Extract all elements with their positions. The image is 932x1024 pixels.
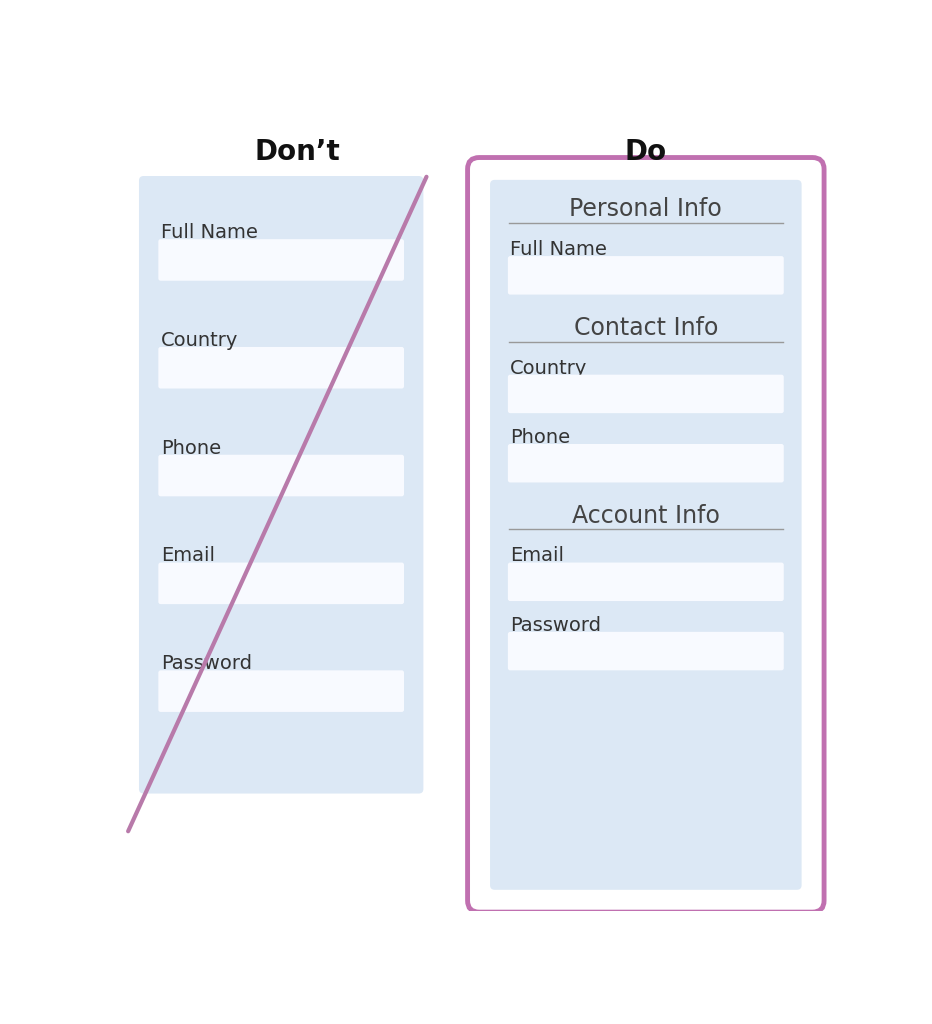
- FancyBboxPatch shape: [158, 347, 404, 388]
- Text: Country: Country: [160, 331, 238, 350]
- Text: Password: Password: [160, 654, 252, 673]
- Text: Personal Info: Personal Info: [569, 197, 722, 221]
- FancyBboxPatch shape: [508, 375, 784, 413]
- Text: Full Name: Full Name: [510, 240, 607, 259]
- Text: Contact Info: Contact Info: [573, 315, 718, 340]
- FancyBboxPatch shape: [508, 256, 784, 295]
- FancyBboxPatch shape: [490, 180, 802, 890]
- FancyBboxPatch shape: [158, 455, 404, 497]
- Text: Password: Password: [510, 615, 601, 635]
- Text: Phone: Phone: [160, 438, 221, 458]
- FancyBboxPatch shape: [508, 632, 784, 671]
- Text: Don’t: Don’t: [254, 138, 340, 166]
- FancyBboxPatch shape: [139, 176, 423, 794]
- Text: Phone: Phone: [510, 428, 570, 446]
- FancyBboxPatch shape: [158, 562, 404, 604]
- FancyBboxPatch shape: [158, 671, 404, 712]
- FancyBboxPatch shape: [508, 562, 784, 601]
- Text: Do: Do: [624, 138, 667, 166]
- Text: Email: Email: [510, 547, 564, 565]
- Text: Email: Email: [160, 547, 214, 565]
- Text: Account Info: Account Info: [572, 504, 720, 527]
- Text: Full Name: Full Name: [160, 223, 257, 242]
- Text: Country: Country: [510, 358, 587, 378]
- FancyBboxPatch shape: [508, 444, 784, 482]
- FancyBboxPatch shape: [158, 240, 404, 281]
- FancyBboxPatch shape: [468, 158, 824, 912]
